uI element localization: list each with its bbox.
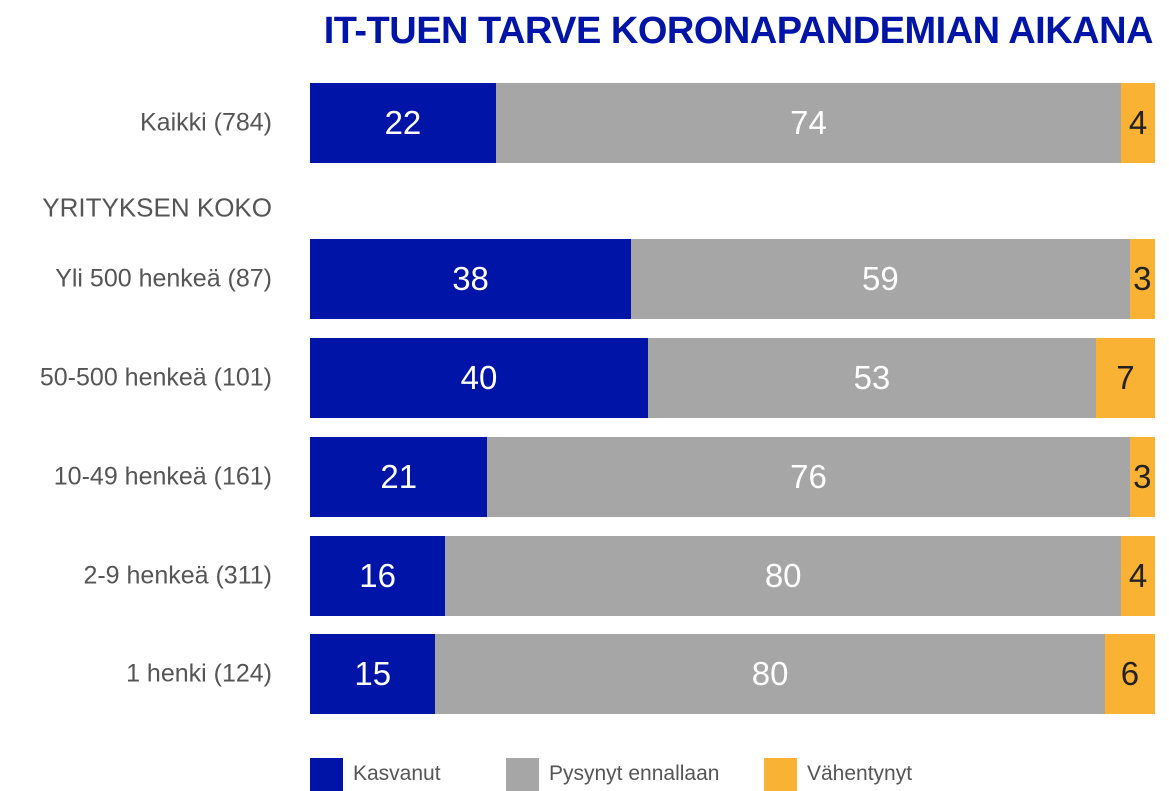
legend-label: Pysynyt ennallaan <box>549 762 720 785</box>
bar-segment: 7 <box>1095 338 1155 418</box>
category-label: Yli 500 henkeä (87) <box>55 264 272 293</box>
bar-segment: 53 <box>648 338 1096 418</box>
legend-label: Vähentynyt <box>807 762 913 785</box>
bar-segment: 6 <box>1104 634 1155 714</box>
bar-row: 22 74 4 <box>310 83 1155 163</box>
bar-row: 16 80 4 <box>310 536 1155 616</box>
legend-item: Vähentynyt <box>764 757 912 791</box>
legend-item: Pysynyt ennallaan <box>506 757 719 791</box>
legend-label: Kasvanut <box>353 762 441 785</box>
bar-segment: 80 <box>445 536 1122 616</box>
category-label: 2-9 henkeä (311) <box>83 561 272 590</box>
bar-row: 21 76 3 <box>310 437 1155 517</box>
legend-swatch <box>310 757 343 791</box>
legend-item: Kasvanut <box>310 757 441 791</box>
category-label: Kaikki (784) <box>140 108 272 137</box>
bar-segment: 15 <box>310 634 436 714</box>
bar-segment: 4 <box>1121 83 1155 163</box>
bar-segment: 3 <box>1129 239 1155 319</box>
bar-segment: 74 <box>495 83 1122 163</box>
category-label: 1 henki (124) <box>126 659 272 688</box>
chart-title: IT-TUEN TARVE KORONAPANDEMIAN AIKANA <box>323 10 1154 52</box>
category-label: 10-49 henkeä (161) <box>53 462 272 491</box>
bar-segment: 80 <box>435 634 1105 714</box>
bar-row: 15 80 6 <box>310 634 1155 714</box>
bar-segment: 40 <box>310 338 648 418</box>
group-label-company-size: YRITYKSEN KOKO <box>42 192 272 223</box>
bar-segment: 38 <box>310 239 632 319</box>
bar-segment: 21 <box>310 437 488 517</box>
legend-swatch <box>506 757 539 791</box>
bar-row: 40 53 7 <box>310 338 1155 418</box>
bar-segment: 76 <box>487 437 1130 517</box>
bar-row: 38 59 3 <box>310 239 1155 319</box>
category-label: 50-500 henkeä (101) <box>39 363 272 392</box>
bar-segment: 59 <box>631 239 1130 319</box>
bar-segment: 22 <box>310 83 496 163</box>
legend-swatch <box>764 757 797 791</box>
bar-segment: 3 <box>1129 437 1155 517</box>
bar-segment: 4 <box>1121 536 1155 616</box>
bar-segment: 16 <box>310 536 446 616</box>
